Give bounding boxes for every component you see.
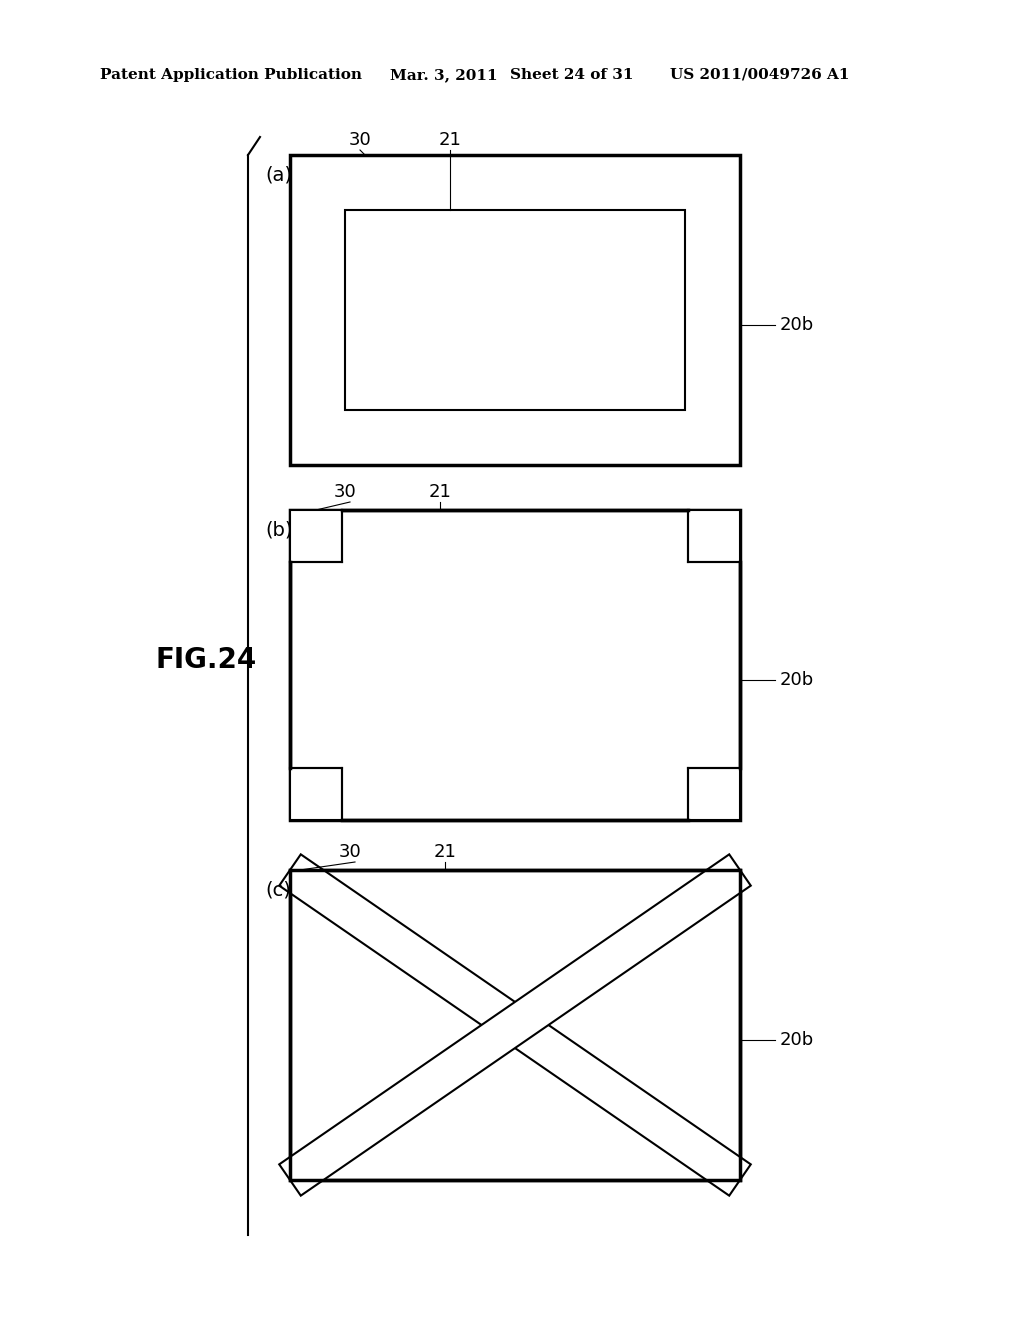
Bar xyxy=(688,768,740,820)
Text: Sheet 24 of 31: Sheet 24 of 31 xyxy=(510,69,634,82)
Polygon shape xyxy=(280,854,751,1196)
Bar xyxy=(345,210,685,411)
Bar xyxy=(290,870,740,1180)
Text: 30: 30 xyxy=(334,483,356,502)
Text: (a): (a) xyxy=(265,165,292,185)
Text: Patent Application Publication: Patent Application Publication xyxy=(100,69,362,82)
Bar xyxy=(290,154,740,465)
Text: Mar. 3, 2011: Mar. 3, 2011 xyxy=(390,69,498,82)
Bar xyxy=(290,870,740,1180)
Bar xyxy=(688,510,740,562)
Text: 30: 30 xyxy=(348,131,372,149)
Bar xyxy=(290,510,740,820)
Text: 21: 21 xyxy=(438,131,462,149)
Polygon shape xyxy=(280,854,751,1196)
Bar xyxy=(290,768,342,820)
Text: 21: 21 xyxy=(429,483,452,502)
Text: 20b: 20b xyxy=(780,671,814,689)
Bar xyxy=(688,768,740,820)
Bar xyxy=(290,768,342,820)
Text: (c): (c) xyxy=(265,880,291,899)
Bar xyxy=(290,510,342,562)
Bar xyxy=(290,510,342,562)
Text: FIG.24: FIG.24 xyxy=(155,645,256,675)
Text: US 2011/0049726 A1: US 2011/0049726 A1 xyxy=(670,69,850,82)
Text: 20b: 20b xyxy=(780,315,814,334)
Text: 20b: 20b xyxy=(780,1031,814,1049)
Text: 30: 30 xyxy=(339,843,361,861)
Text: (b): (b) xyxy=(265,520,293,540)
Bar xyxy=(688,510,740,562)
Text: 21: 21 xyxy=(433,843,457,861)
